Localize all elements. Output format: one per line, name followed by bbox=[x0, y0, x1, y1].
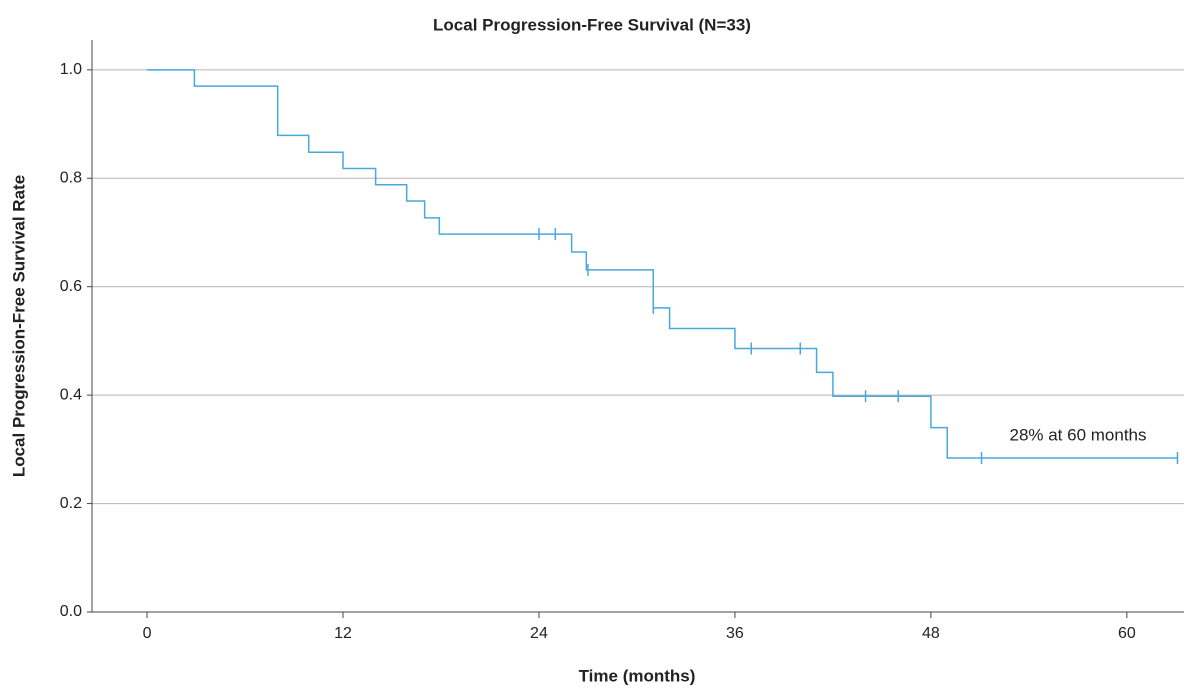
annotation: 28% at 60 months bbox=[1009, 425, 1146, 444]
x-axis-title: Time (months) bbox=[579, 666, 696, 685]
y-tick-label: 0.2 bbox=[60, 495, 82, 512]
x-tick-label: 0 bbox=[143, 625, 152, 642]
x-tick-label: 36 bbox=[726, 625, 744, 642]
x-tick-label: 48 bbox=[922, 625, 940, 642]
x-tick-label: 24 bbox=[530, 625, 548, 642]
x-tick-label: 60 bbox=[1118, 625, 1136, 642]
y-tick-label: 0.6 bbox=[60, 278, 82, 295]
y-tick-label: 0.8 bbox=[60, 169, 82, 186]
x-tick-label: 12 bbox=[334, 625, 352, 642]
y-axis-title: Local Progression-Free Survival Rate bbox=[9, 175, 28, 477]
y-tick-label: 1.0 bbox=[60, 61, 82, 78]
y-tick-label: 0.0 bbox=[60, 603, 82, 620]
y-tick-label: 0.4 bbox=[60, 386, 82, 403]
survival-line bbox=[147, 69, 1178, 459]
chart-title: Local Progression-Free Survival (N=33) bbox=[433, 15, 751, 34]
